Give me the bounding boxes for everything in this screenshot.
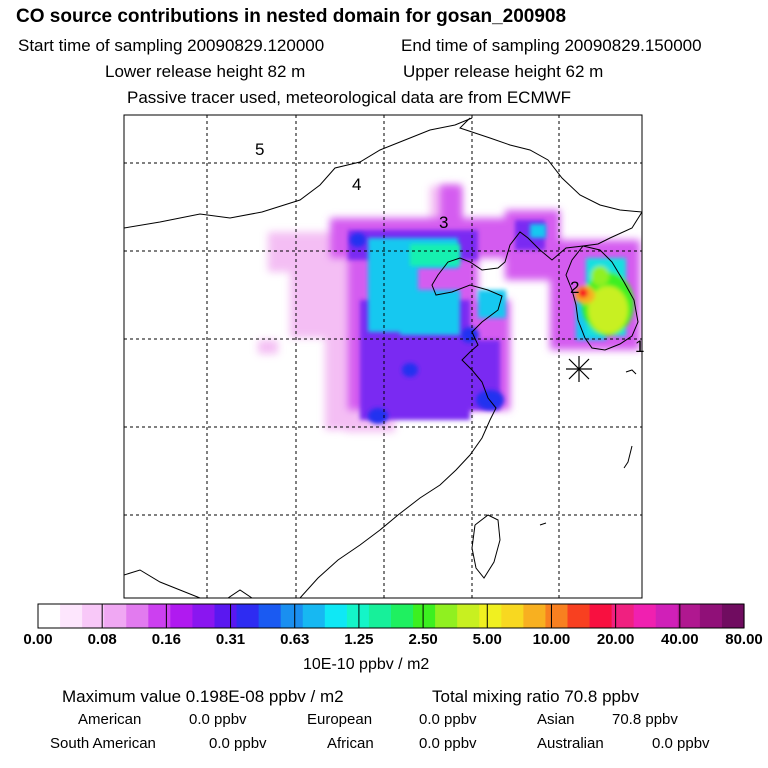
african-label: African bbox=[327, 735, 374, 752]
concentration-field bbox=[258, 185, 640, 432]
colorbar-cell bbox=[721, 604, 745, 628]
colorbar-cell bbox=[368, 604, 392, 628]
colorbar-tick-label: 2.50 bbox=[408, 631, 438, 648]
colorbar-cell bbox=[677, 604, 701, 628]
region-label-3: 3 bbox=[439, 213, 448, 232]
colorbar-tick-label: 0.00 bbox=[23, 631, 53, 648]
upper-release-height: Upper release height 62 m bbox=[403, 62, 604, 81]
african-value: 0.0 ppbv bbox=[419, 735, 477, 752]
colorbar-tick-label: 20.00 bbox=[596, 631, 635, 648]
colorbar-cell bbox=[633, 604, 657, 628]
colorbar-cell bbox=[523, 604, 547, 628]
start-time: Start time of sampling 20090829.120000 bbox=[18, 36, 325, 55]
colorbar-cell bbox=[302, 604, 326, 628]
tracer-note: Passive tracer used, meteorological data… bbox=[127, 88, 572, 107]
australian-value: 0.0 ppbv bbox=[652, 735, 710, 752]
colorbar-cell bbox=[655, 604, 679, 628]
colorbar-cell bbox=[699, 604, 723, 628]
colorbar-cell bbox=[82, 604, 105, 628]
colorbar-cell bbox=[545, 604, 569, 628]
colorbar-cell bbox=[236, 604, 260, 628]
region-labels: 1 2 3 4 5 bbox=[255, 140, 644, 356]
region-label-4: 4 bbox=[352, 175, 361, 194]
colorbar bbox=[37, 603, 745, 629]
colorbar-outline bbox=[37, 603, 745, 629]
lower-release-height: Lower release height 82 m bbox=[105, 62, 306, 81]
plot-title: CO source contributions in nested domain… bbox=[16, 6, 567, 27]
colorbar-cell bbox=[280, 604, 304, 628]
colorbar-cell bbox=[38, 604, 61, 628]
colorbar-cell bbox=[413, 604, 436, 628]
colorbar-tick-label: 1.25 bbox=[344, 631, 374, 648]
colorbar-cell bbox=[214, 604, 238, 628]
european-value: 0.0 ppbv bbox=[419, 711, 477, 728]
colorbar-cell bbox=[391, 604, 414, 628]
colorbar-cell bbox=[192, 604, 216, 628]
american-label: American bbox=[78, 711, 142, 728]
colorbar-cell bbox=[479, 604, 502, 628]
european-label: European bbox=[307, 711, 373, 728]
region-label-2: 2 bbox=[570, 278, 579, 297]
colorbar-cell bbox=[457, 604, 480, 628]
colorbar-tick-label: 40.00 bbox=[661, 631, 699, 648]
colorbar-cell bbox=[346, 604, 370, 628]
map-frame bbox=[123, 114, 643, 599]
colorbar-tick-label: 80.00 bbox=[725, 631, 763, 648]
colorbar-tick-label: 0.31 bbox=[215, 631, 246, 648]
colorbar-cell bbox=[589, 604, 613, 628]
graticule bbox=[124, 115, 642, 598]
south-american-label: South American bbox=[50, 735, 156, 752]
region-label-1: 1 bbox=[635, 337, 644, 356]
south-american-value: 0.0 ppbv bbox=[209, 735, 267, 752]
american-value: 0.0 ppbv bbox=[189, 711, 247, 728]
asian-value: 70.8 ppbv bbox=[612, 711, 678, 728]
coastlines-and-borders bbox=[124, 117, 642, 598]
maximum-value: Maximum value 0.198E-08 ppbv / m2 bbox=[62, 687, 344, 706]
colorbar-units: 10E-10 ppbv / m2 bbox=[303, 656, 430, 673]
receptor-star-icon bbox=[566, 356, 592, 382]
region-label-5: 5 bbox=[255, 140, 264, 159]
end-time: End time of sampling 20090829.150000 bbox=[401, 36, 702, 55]
total-mixing-ratio: Total mixing ratio 70.8 ppbv bbox=[432, 687, 639, 706]
colorbar-cell bbox=[104, 604, 127, 628]
colorbar-cell bbox=[258, 604, 282, 628]
colorbar-cell bbox=[501, 604, 524, 628]
colorbar-cell bbox=[435, 604, 458, 628]
colorbar-cell bbox=[170, 604, 194, 628]
colorbar-cell bbox=[60, 604, 83, 628]
colorbar-tick-label: 10.00 bbox=[532, 631, 571, 648]
colorbar-tick-label: 0.08 bbox=[87, 631, 117, 648]
colorbar-cell bbox=[567, 604, 591, 628]
australian-label: Australian bbox=[537, 735, 604, 752]
colorbar-cell bbox=[126, 604, 149, 628]
colorbar-tick-label: 0.63 bbox=[280, 631, 310, 648]
colorbar-cell bbox=[324, 604, 348, 628]
colorbar-tick-label: 0.16 bbox=[151, 631, 181, 648]
asian-label: Asian bbox=[537, 711, 575, 728]
colorbar-tick-label: 5.00 bbox=[472, 631, 502, 648]
colorbar-cell bbox=[611, 604, 635, 628]
colorbar-cell bbox=[148, 604, 171, 628]
